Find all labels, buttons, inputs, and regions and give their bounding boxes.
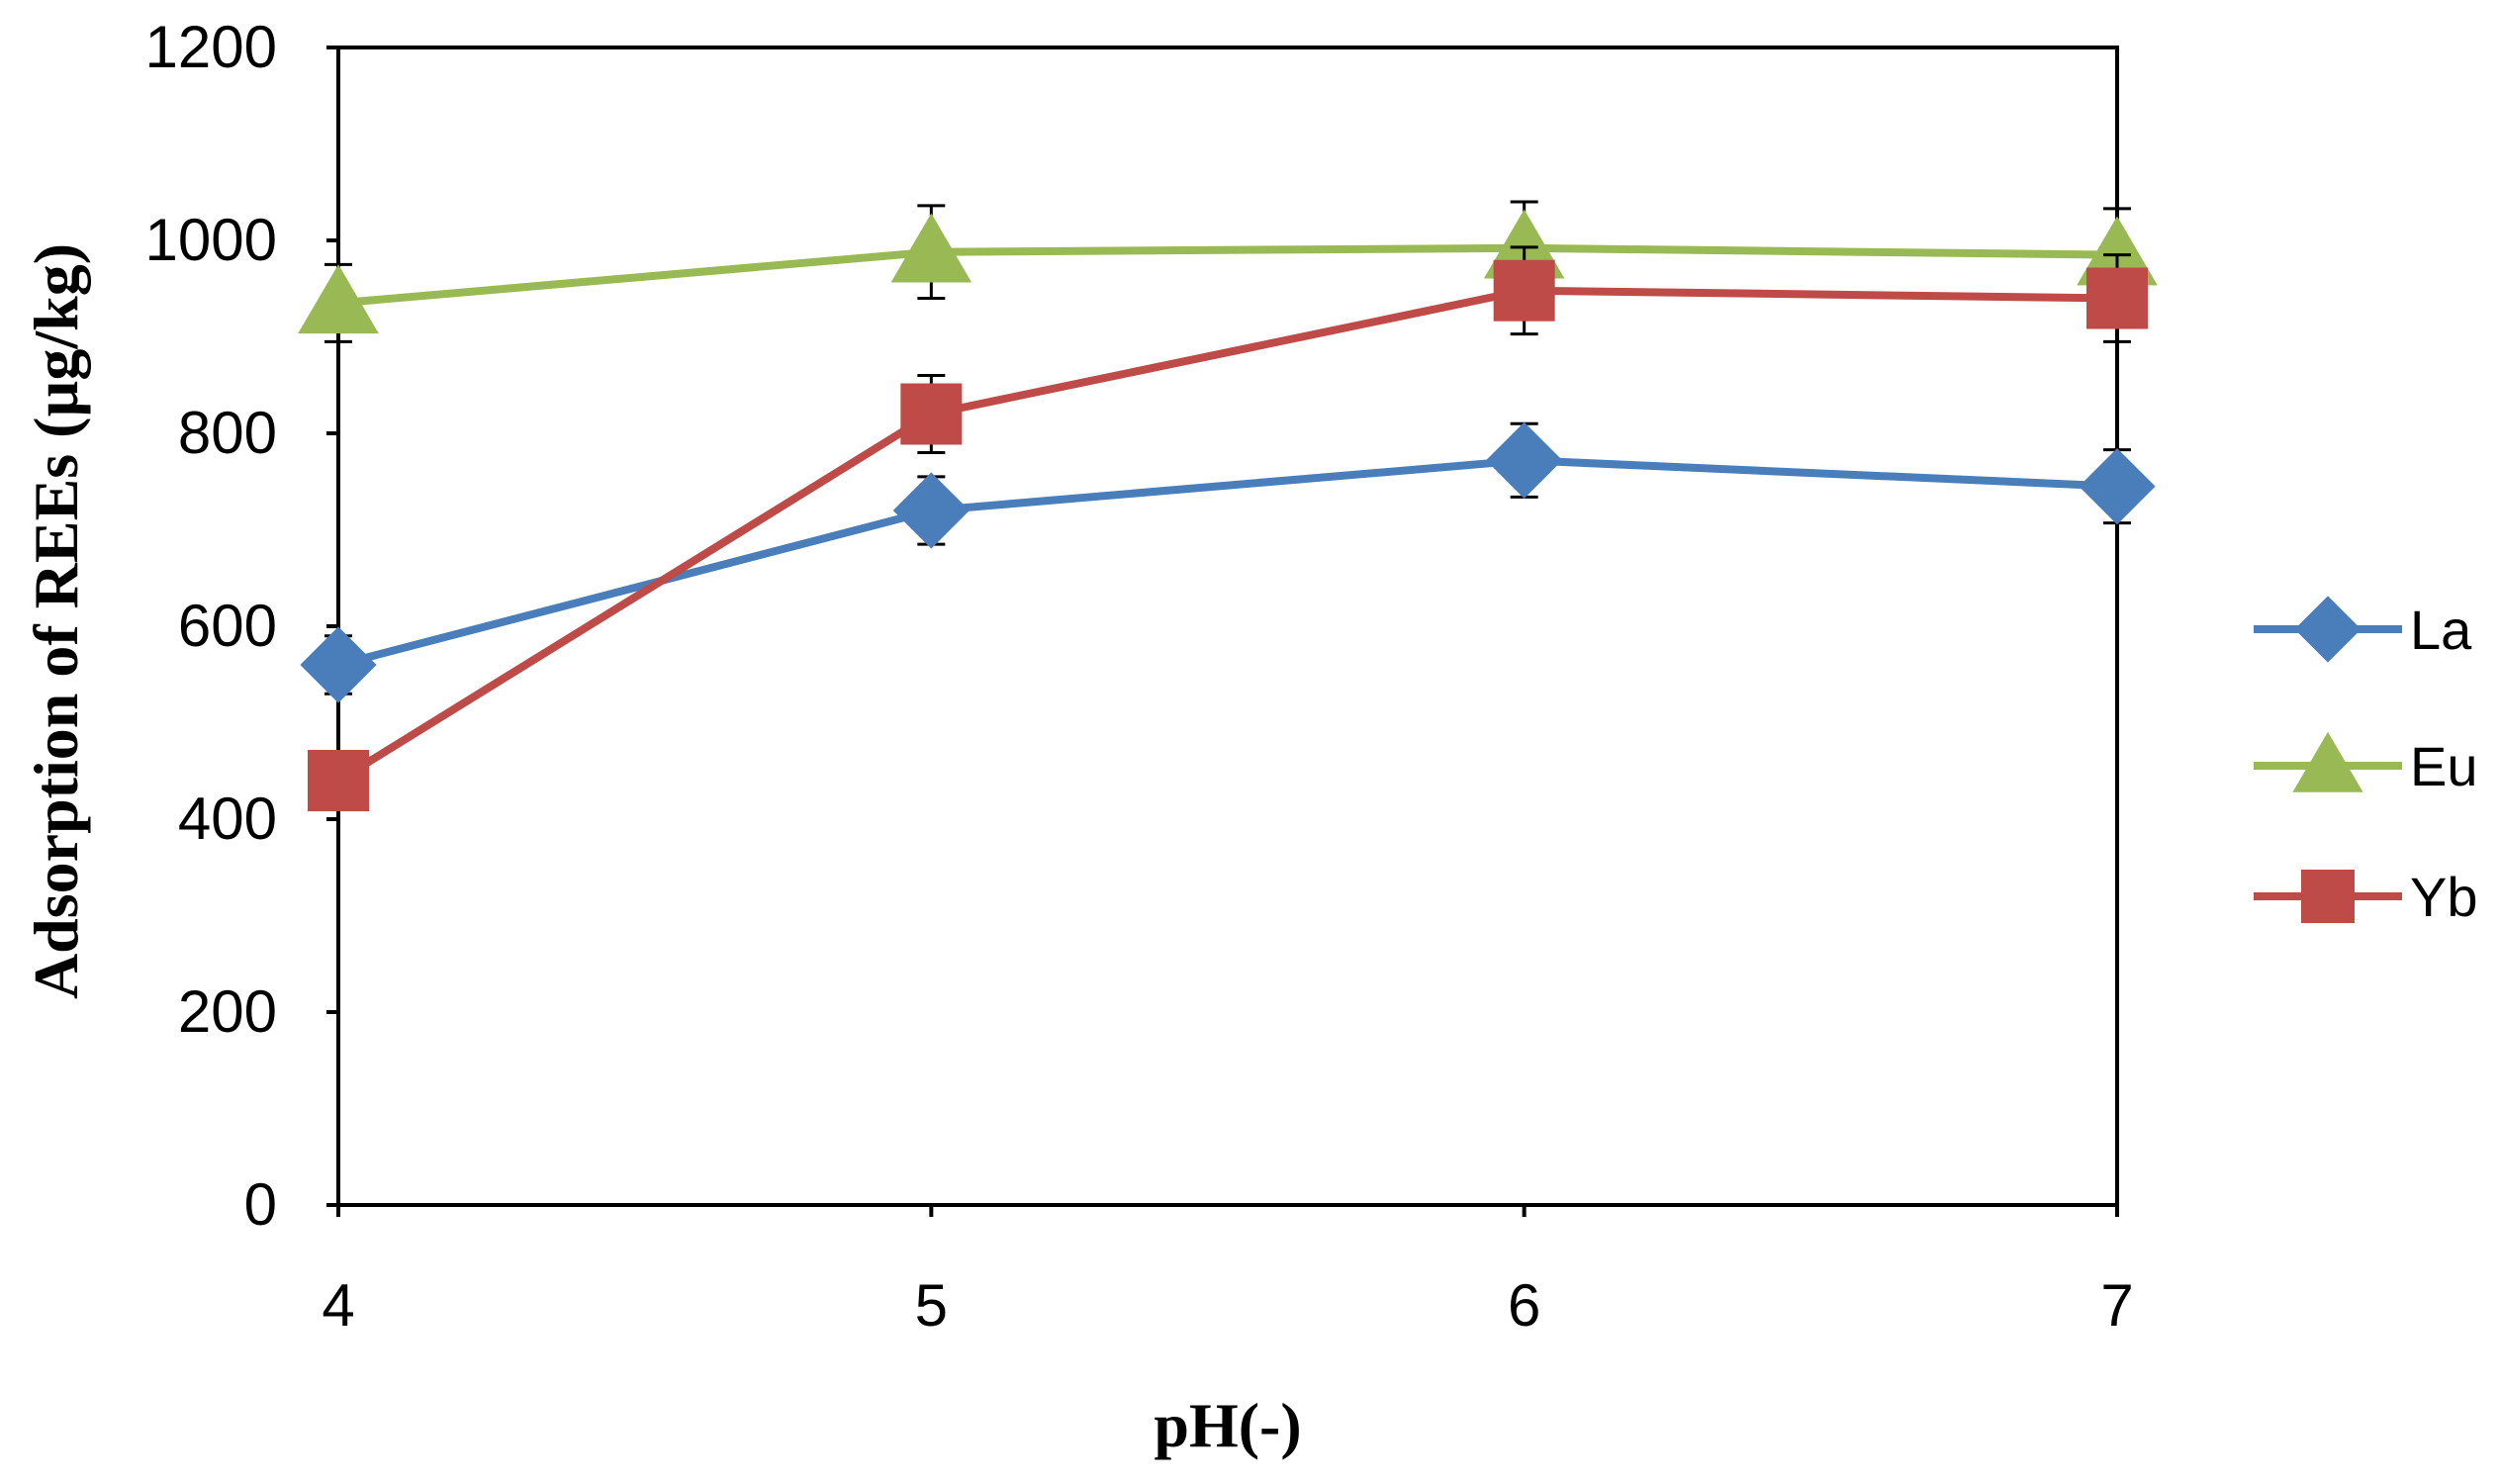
legend-item-yb: Yb (2254, 866, 2478, 928)
series-yb (308, 245, 2148, 811)
y-tick-label: 800 (178, 400, 277, 466)
series-line-yb (334, 286, 2121, 785)
legend-item-la: La (2254, 596, 2472, 663)
data-point-eu (890, 213, 972, 283)
data-point-eu (298, 264, 379, 334)
data-point-yb (900, 383, 963, 445)
series-line-la (334, 456, 2121, 669)
x-tick-label: 4 (322, 1272, 354, 1339)
data-point-la (892, 472, 970, 549)
y-axis-title: Adsorption of REEs (µg/kg) (21, 243, 91, 999)
legend-label-yb: Yb (2410, 866, 2478, 928)
data-point-la (2079, 448, 2156, 525)
y-tick-label: 600 (178, 593, 277, 659)
y-tick-label: 0 (244, 1171, 277, 1238)
y-tick-label: 1000 (145, 207, 277, 273)
x-tick-label: 6 (1508, 1272, 1540, 1339)
y-tick-label: 1200 (145, 14, 277, 80)
legend-marker-la (2294, 596, 2361, 663)
legend-item-eu: Eu (2254, 731, 2478, 797)
x-axis-ticks: 4 5 6 7 (322, 1205, 2134, 1339)
series-la (300, 421, 2156, 703)
legend-label-eu: Eu (2410, 735, 2478, 797)
x-axis-title: pH(-) (1154, 1390, 1301, 1460)
data-point-la (300, 626, 377, 703)
data-point-la (1486, 421, 1563, 499)
legend-marker-eu (2292, 731, 2363, 792)
data-point-yb (308, 750, 369, 811)
y-tick-label: 400 (178, 786, 277, 852)
series-line-eu (334, 243, 2121, 308)
data-point-yb (1493, 259, 1555, 322)
legend: La Eu Yb (2254, 596, 2478, 928)
y-axis-ticks: 0 200 400 600 800 1000 1200 (145, 14, 338, 1238)
data-point-yb (2086, 267, 2148, 329)
x-tick-label: 7 (2100, 1272, 2133, 1339)
legend-label-la: La (2410, 599, 2472, 661)
legend-marker-yb (2301, 870, 2355, 923)
series-layer (298, 200, 2158, 811)
x-tick-label: 5 (915, 1272, 948, 1339)
y-tick-label: 200 (178, 978, 277, 1045)
